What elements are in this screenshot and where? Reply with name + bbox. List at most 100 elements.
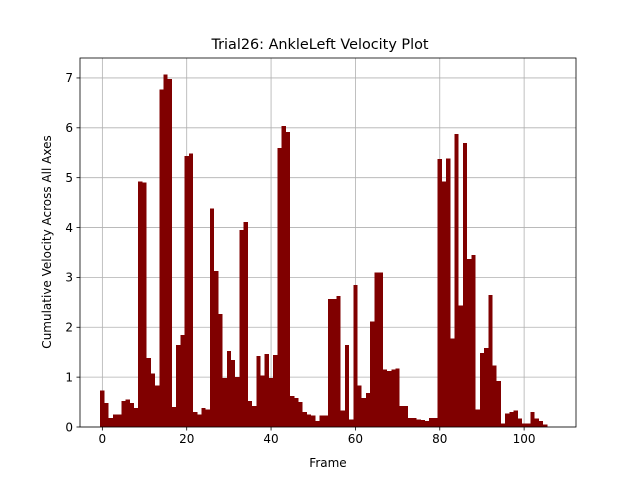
bar [500, 423, 506, 427]
bar [425, 421, 430, 427]
y-tick-label: 6 [65, 121, 73, 135]
bar [121, 401, 126, 427]
bar [412, 418, 417, 427]
bar [344, 345, 350, 427]
bar [247, 401, 253, 427]
bar [197, 414, 202, 427]
bar [256, 356, 261, 427]
x-tick-label: 100 [513, 432, 536, 446]
bar [281, 125, 286, 427]
bar [226, 351, 231, 427]
bar [260, 375, 265, 427]
bar [273, 355, 278, 427]
bar [222, 378, 227, 427]
x-tick-label: 80 [432, 432, 447, 446]
bar [171, 407, 177, 427]
y-tick-label: 7 [65, 71, 73, 85]
bar [496, 381, 501, 427]
bar [471, 254, 476, 427]
bar [285, 131, 291, 428]
bar [492, 365, 497, 427]
bar [243, 222, 248, 427]
bar [239, 230, 244, 427]
bar [290, 396, 295, 427]
x-tick-label: 20 [179, 432, 194, 446]
bar [159, 89, 164, 428]
bar [370, 321, 375, 427]
x-tick-label: 60 [348, 432, 363, 446]
y-tick-label: 5 [65, 171, 73, 185]
bar [513, 410, 518, 427]
y-tick-label: 3 [65, 271, 73, 285]
bar [129, 403, 134, 427]
bar [205, 409, 210, 427]
bar [403, 406, 409, 427]
bar [163, 74, 168, 427]
bar [315, 421, 320, 427]
bar [441, 181, 447, 427]
plot-frame [79, 57, 577, 428]
bar [382, 369, 388, 427]
bar [509, 412, 514, 427]
bar [391, 369, 396, 427]
bar [543, 424, 548, 427]
bar [433, 418, 438, 427]
bar [526, 423, 531, 427]
bar [125, 399, 130, 427]
bar [230, 360, 236, 427]
bar [332, 298, 337, 427]
bar [138, 181, 143, 427]
y-tick-label: 4 [65, 221, 73, 235]
bar [357, 385, 362, 427]
bar [534, 418, 539, 427]
bar [479, 353, 485, 427]
bar [420, 420, 426, 427]
bar [395, 368, 400, 427]
bar [112, 414, 118, 427]
bar [429, 418, 434, 427]
x-axis-label: Frame [309, 456, 346, 470]
bar [311, 415, 316, 427]
bar [458, 305, 463, 427]
y-tick-label: 0 [65, 420, 73, 434]
x-tick-label: 0 [99, 432, 107, 446]
bar [184, 156, 189, 428]
bar [446, 158, 451, 427]
bar [387, 371, 392, 427]
bar [150, 373, 156, 427]
bar [505, 413, 510, 427]
chart-title: Trial26: AnkleLeft Velocity Plot [210, 37, 428, 53]
bar [193, 412, 198, 427]
bar [142, 182, 147, 427]
bar [264, 354, 269, 427]
bar [214, 270, 219, 427]
bar [209, 208, 215, 427]
bar [277, 147, 282, 427]
bar [302, 412, 307, 427]
bar [538, 421, 544, 427]
bar [323, 415, 328, 427]
bar [399, 406, 404, 427]
bar [167, 78, 172, 428]
bar [488, 294, 493, 427]
bar [306, 414, 312, 427]
y-tick-label: 2 [65, 321, 73, 335]
bar [176, 345, 181, 427]
y-axis-label: Cumulative Velocity Across All Axes [40, 135, 54, 348]
y-tick-label: 1 [65, 370, 73, 384]
bar [353, 284, 358, 427]
bar [104, 403, 109, 427]
bar [100, 390, 105, 427]
bar [365, 393, 371, 427]
bar [374, 272, 379, 427]
bar [349, 419, 354, 427]
bar [268, 378, 274, 427]
bar [218, 313, 223, 427]
bar [467, 258, 472, 427]
bar [462, 142, 468, 427]
bar [336, 295, 341, 427]
bar [522, 423, 527, 427]
bar [437, 159, 442, 427]
bar [298, 402, 303, 427]
